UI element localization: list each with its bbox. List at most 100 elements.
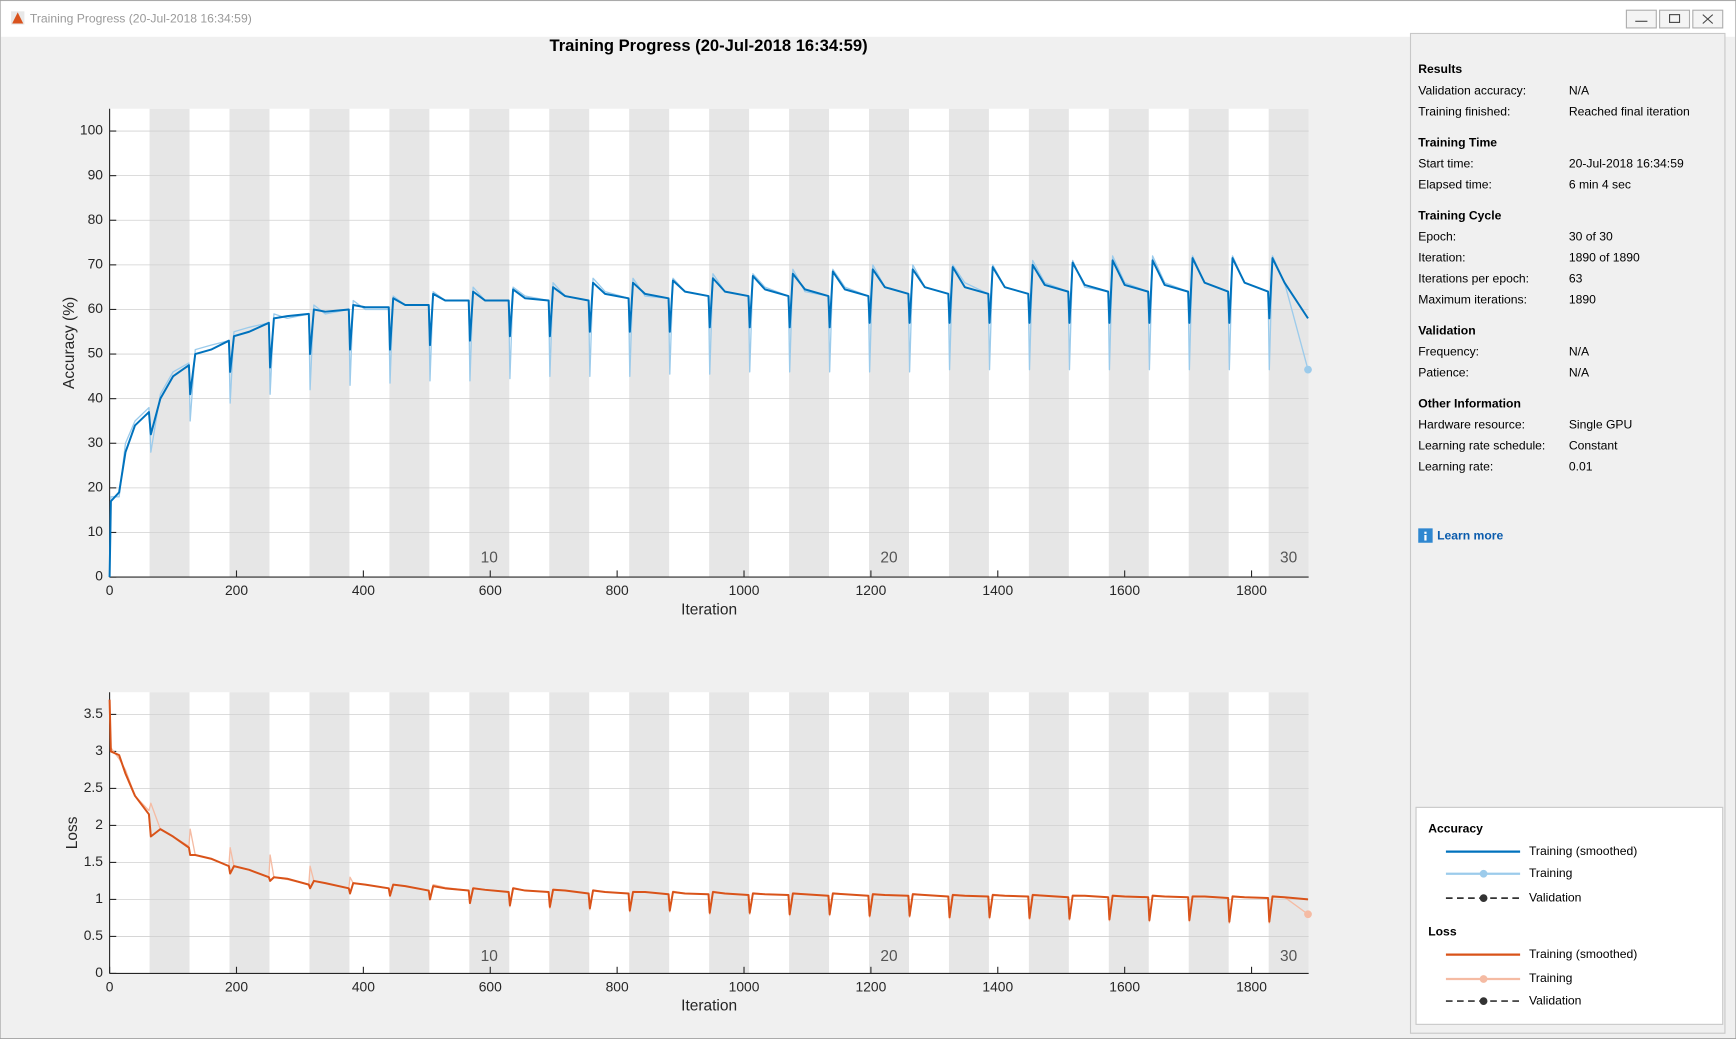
figure-title: Training Progress (20-Jul-2018 16:34:59) [549, 36, 867, 55]
epoch-band [309, 108, 350, 578]
x-tick-label: 200 [225, 582, 248, 598]
final-point [1304, 910, 1312, 919]
y-tick-label: 0 [95, 568, 103, 584]
legend-label: Training [1529, 971, 1572, 985]
epoch-label: 20 [880, 948, 897, 965]
epoch-band [149, 108, 190, 578]
info-value: 20-Jul-2018 16:34:59 [1569, 156, 1684, 170]
x-tick-label: 1000 [729, 582, 760, 598]
x-tick-label: 1600 [1109, 582, 1140, 598]
info-value: 0.01 [1569, 460, 1593, 474]
x-tick-label: 1800 [1236, 582, 1267, 598]
x-tick-label: 400 [352, 978, 375, 994]
info-label: Maximum iterations: [1418, 293, 1527, 307]
legend-panel [1415, 806, 1724, 1025]
epoch-band [709, 108, 750, 578]
info-value: 1890 of 1890 [1569, 250, 1640, 264]
legend-label: Training [1529, 866, 1572, 880]
series-line [108, 699, 1309, 923]
y-tick-label: 10 [88, 523, 104, 539]
x-tick-label: 1000 [729, 978, 760, 994]
y-tick-label: 3 [95, 742, 103, 758]
info-label: Elapsed time: [1418, 177, 1492, 191]
info-label: Training finished: [1418, 104, 1510, 118]
info-value: Reached final iteration [1569, 104, 1690, 118]
section-heading: Other Information [1418, 397, 1521, 411]
epoch-band [389, 692, 430, 974]
epoch-band [629, 108, 670, 578]
y-axis-label: Loss [64, 816, 81, 849]
info-label: Iteration: [1418, 250, 1465, 264]
legend-heading: Loss [1428, 925, 1457, 939]
y-axis-label: Accuracy (%) [61, 297, 78, 389]
epoch-band [229, 692, 270, 974]
epoch-band [1028, 692, 1069, 974]
epoch-band [629, 692, 670, 974]
y-tick-label: 1 [95, 890, 103, 906]
y-tick-label: 90 [88, 166, 104, 182]
y-tick-label: 40 [88, 389, 104, 405]
x-tick-label: 600 [479, 582, 502, 598]
x-tick-label: 1200 [856, 582, 887, 598]
epoch-band [948, 108, 989, 578]
epoch-band [1188, 692, 1229, 974]
x-tick-label: 1400 [982, 582, 1013, 598]
epoch-band [789, 692, 830, 974]
epoch-band [389, 108, 430, 578]
section-heading: Validation [1418, 324, 1475, 338]
epoch-label: 10 [481, 549, 498, 566]
x-tick-label: 0 [106, 978, 114, 994]
info-icon-dot [1424, 531, 1427, 534]
x-axis-label: Iteration [681, 601, 737, 618]
window-title: Training Progress (20-Jul-2018 16:34:59) [30, 11, 252, 25]
minimize-button[interactable] [1625, 9, 1657, 29]
info-value: 30 of 30 [1569, 229, 1613, 243]
maximize-glyph [1669, 14, 1681, 23]
legend-marker [1479, 997, 1488, 1005]
epoch-band [868, 108, 909, 578]
info-value: 6 min 4 sec [1569, 177, 1631, 191]
epoch-band [549, 692, 590, 974]
info-value: N/A [1569, 83, 1590, 97]
info-value: Single GPU [1569, 418, 1633, 432]
info-label: Iterations per epoch: [1418, 271, 1529, 285]
epoch-band [1108, 692, 1149, 974]
section-heading: Training Cycle [1418, 208, 1501, 222]
chart: 10 20 30 0 0.5 1 1.5 2 2.5 3 3.5 0 200 400 600 800 1000 1… [64, 692, 1312, 1015]
title-bar [1, 1, 1735, 37]
learn-more-link[interactable]: Learn more [1437, 528, 1503, 542]
x-tick-label: 0 [106, 582, 114, 598]
x-tick-label: 400 [352, 582, 375, 598]
info-label: Patience: [1418, 366, 1469, 380]
info-value: Constant [1569, 439, 1618, 453]
epoch-band [549, 108, 590, 578]
epoch-band [1028, 108, 1069, 578]
info-label: Learning rate schedule: [1418, 439, 1545, 453]
maximize-button[interactable] [1659, 9, 1691, 29]
section-heading: Training Time [1418, 135, 1497, 149]
info-value: N/A [1569, 366, 1590, 380]
epoch-band [229, 108, 270, 578]
info-label: Validation accuracy: [1418, 83, 1526, 97]
app-icon-glyph [12, 12, 24, 24]
epoch-band [1108, 108, 1149, 578]
info-label: Hardware resource: [1418, 418, 1525, 432]
y-tick-label: 0.5 [84, 927, 104, 943]
y-tick-label: 30 [88, 434, 104, 450]
x-tick-label: 1600 [1109, 978, 1140, 994]
info-icon-bar [1424, 535, 1427, 541]
epoch-label: 30 [1280, 948, 1297, 965]
close-glyph [1702, 14, 1714, 24]
epoch-band [1188, 108, 1229, 578]
legend-marker [1479, 975, 1488, 983]
info-value: N/A [1569, 345, 1590, 359]
info-label: Frequency: [1418, 345, 1479, 359]
epoch-band [789, 108, 830, 578]
epoch-band [469, 692, 510, 974]
y-tick-label: 2 [95, 816, 103, 832]
y-tick-label: 80 [88, 211, 104, 227]
info-label: Epoch: [1418, 229, 1456, 243]
y-tick-label: 50 [88, 345, 104, 361]
